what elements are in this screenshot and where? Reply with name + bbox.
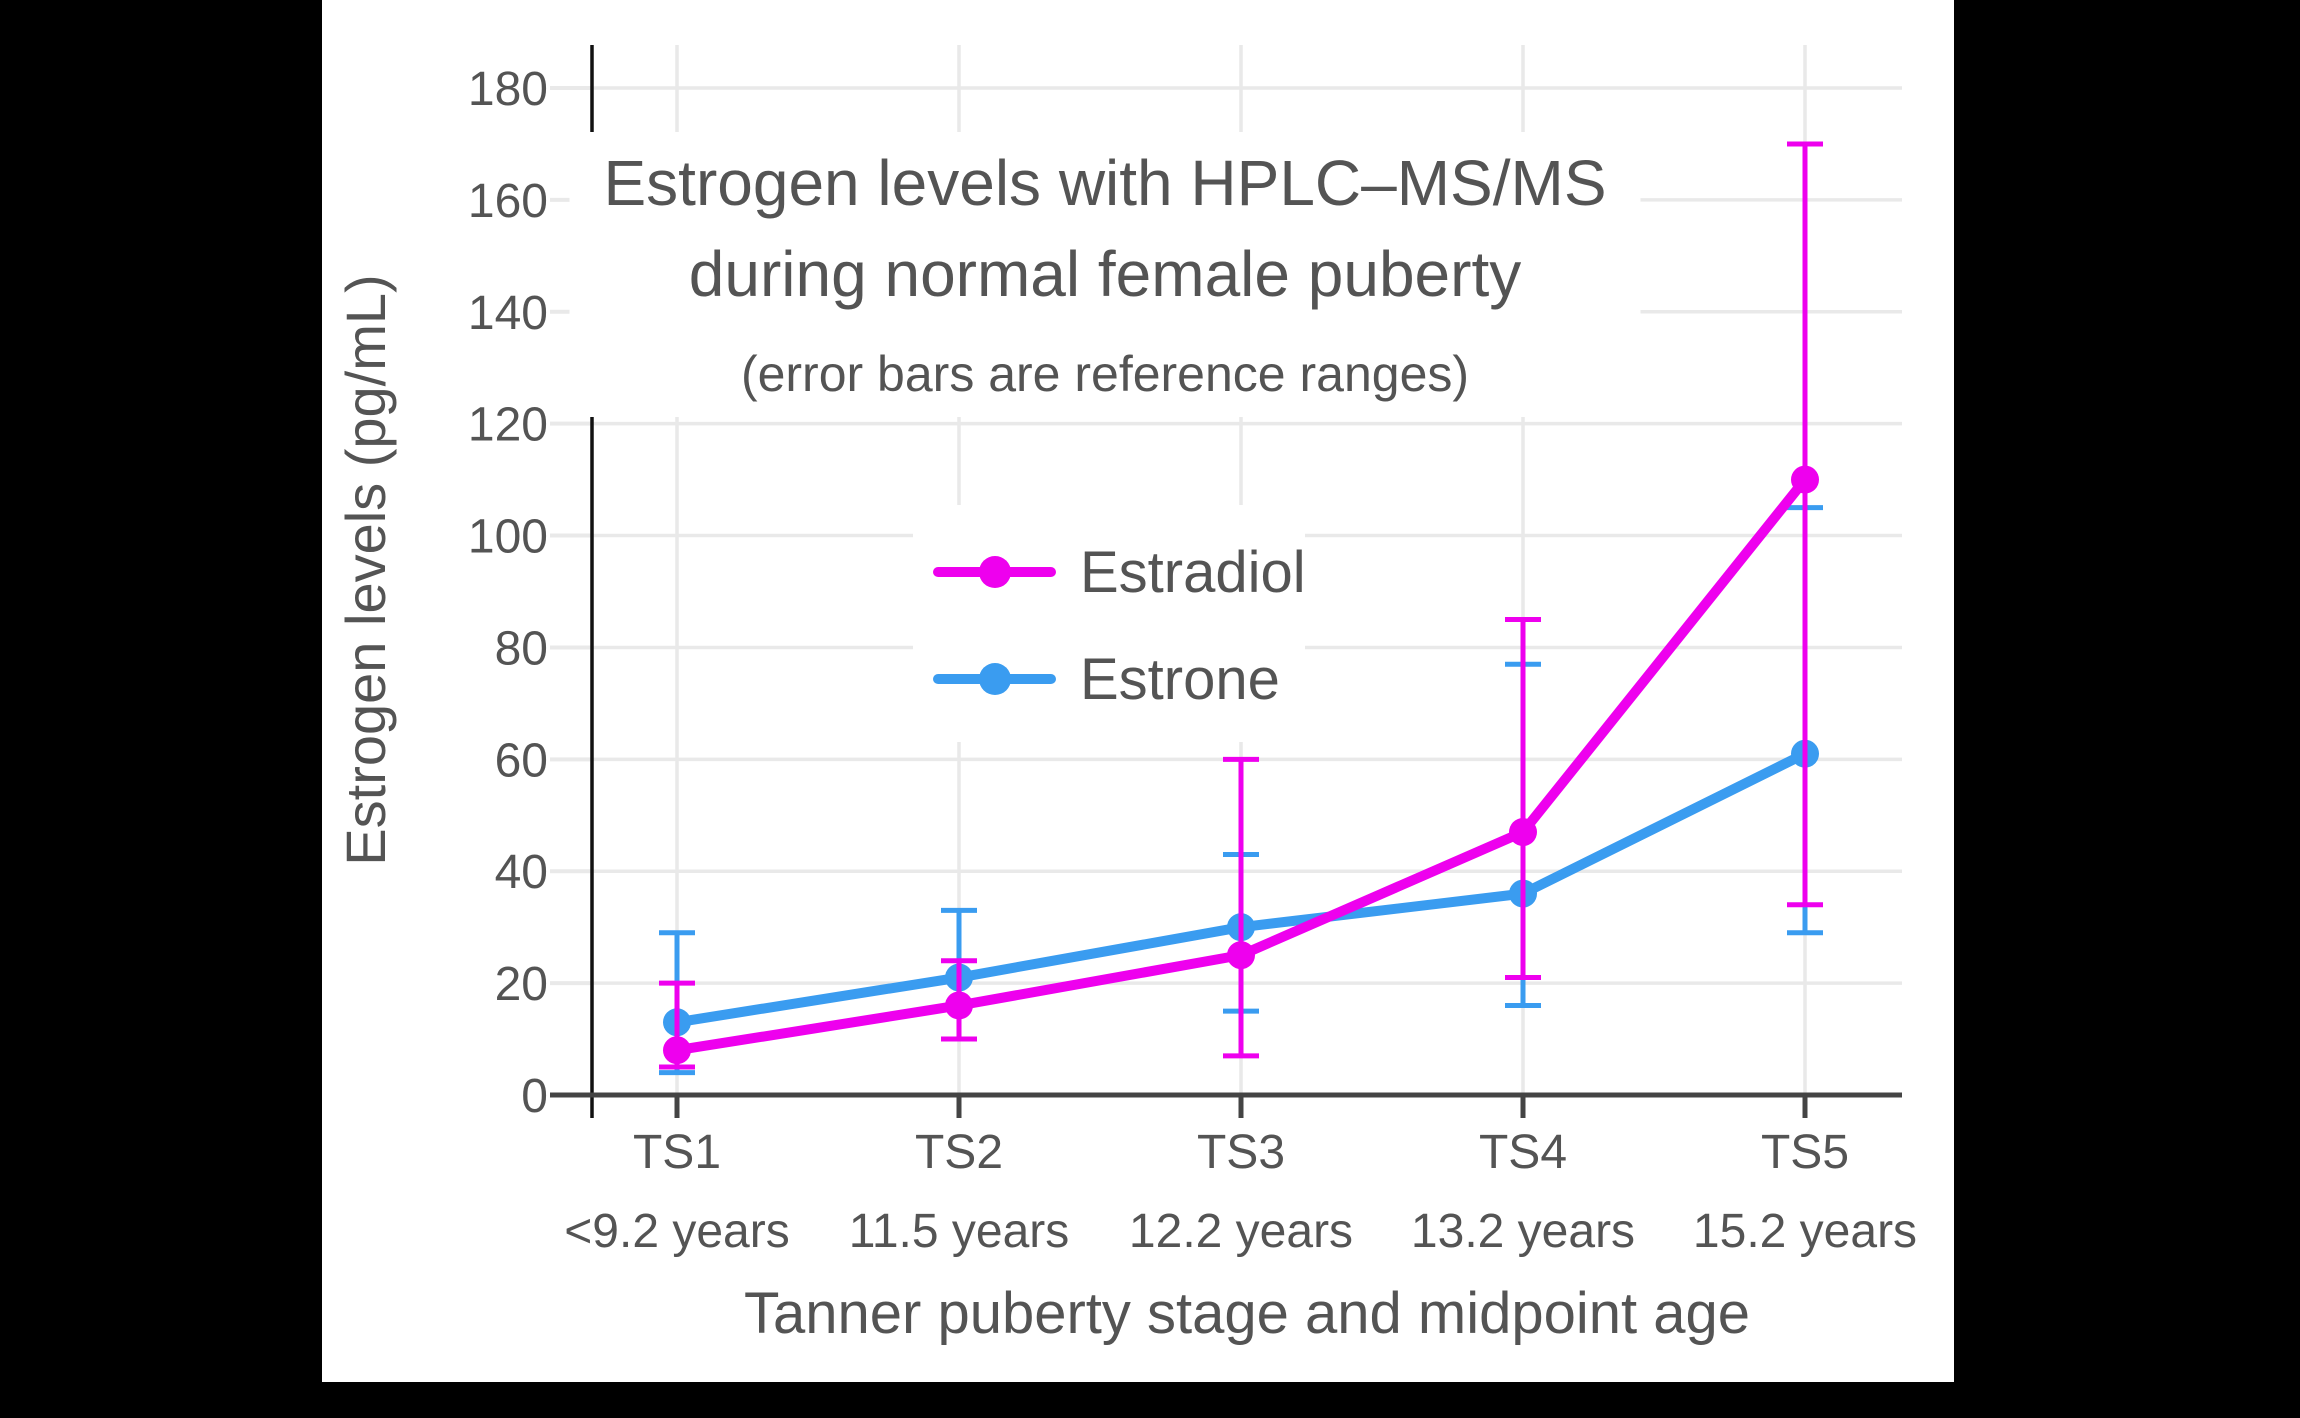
estrone-line-swatch — [933, 663, 1056, 695]
y-tick-label: 180 — [468, 63, 548, 116]
y-tick-label: 120 — [468, 399, 548, 452]
chart-legend: Estradiol Estrone — [913, 505, 1306, 742]
y-tick-label: 140 — [468, 287, 548, 340]
legend-label-estradiol: Estradiol — [1080, 539, 1306, 605]
y-tick-label: 60 — [495, 734, 548, 787]
y-tick-label: 0 — [521, 1070, 548, 1123]
x-axis-title: Tanner puberty stage and midpoint age — [744, 1281, 1750, 1346]
x-age-label: 12.2 years — [1129, 1205, 1353, 1258]
y-tick-label: 80 — [495, 622, 548, 675]
data-point-estradiol — [1227, 941, 1255, 970]
x-tick-label: TS1 — [633, 1126, 721, 1179]
data-point-estradiol — [1791, 465, 1819, 494]
legend-item-estrone[interactable]: Estrone — [913, 636, 1305, 722]
y-tick-label: 40 — [495, 846, 548, 899]
data-point-estradiol — [945, 991, 973, 1020]
x-age-label: 15.2 years — [1693, 1205, 1917, 1258]
x-age-label: <9.2 years — [564, 1205, 789, 1258]
chart-title-line2: during normal female puberty — [688, 237, 1522, 310]
legend-label-estrone: Estrone — [1080, 646, 1280, 712]
estradiol-marker-icon — [978, 556, 1011, 588]
chart-title-line1: Estrogen levels with HPLC–MS/MS — [603, 147, 1607, 219]
legend-item-estradiol[interactable]: Estradiol — [913, 529, 1306, 615]
x-tick-label: TS3 — [1197, 1126, 1285, 1179]
y-tick-label: 160 — [468, 175, 548, 228]
chart-subtitle: (error bars are reference ranges) — [740, 345, 1470, 402]
estradiol-line-swatch — [933, 556, 1056, 588]
x-tick-label: TS4 — [1479, 1126, 1567, 1179]
chart-title-block: Estrogen levels with HPLC–MS/MS during n… — [569, 132, 1641, 417]
estrone-marker-icon — [978, 663, 1011, 695]
x-age-label: 13.2 years — [1411, 1205, 1635, 1258]
y-tick-label: 20 — [495, 958, 548, 1011]
x-tick-label: TS5 — [1761, 1126, 1849, 1179]
data-point-estradiol — [1509, 818, 1537, 847]
x-tick-label: TS2 — [915, 1126, 1003, 1179]
data-point-estradiol — [663, 1036, 691, 1065]
y-axis-title: Estrogen levels (pg/mL) — [334, 274, 397, 865]
x-age-label: 11.5 years — [849, 1205, 1070, 1258]
y-tick-label: 100 — [468, 511, 548, 564]
